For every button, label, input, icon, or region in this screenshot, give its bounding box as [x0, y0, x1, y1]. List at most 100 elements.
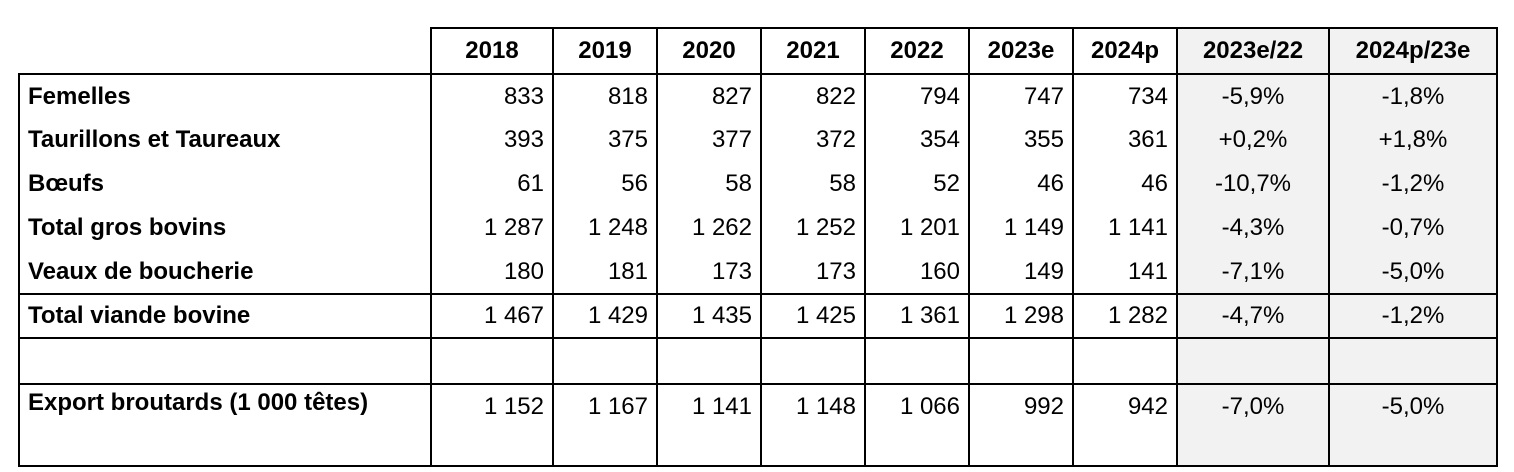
column-header: 2022	[864, 27, 970, 75]
cell: 1 435	[656, 293, 762, 338]
column-header: 2024p	[1072, 27, 1178, 75]
cell: +0,2%	[1176, 118, 1330, 162]
cell: 372	[760, 118, 866, 162]
empty-cell	[760, 337, 866, 384]
empty-cell	[864, 337, 970, 384]
cell: 992	[968, 383, 1074, 467]
header-row: 2018 2019 2020 2021 2022 2023e 2024p 2023e/22 20…	[19, 27, 1498, 75]
cell: -4,3%	[1176, 206, 1330, 250]
column-header: 2021	[760, 27, 866, 75]
cell: 361	[1072, 118, 1178, 162]
cell: 375	[552, 118, 658, 162]
spacer-row	[18, 337, 1498, 384]
cell: 1 167	[552, 383, 658, 467]
row-label: Femelles	[18, 74, 432, 118]
cell: 58	[656, 162, 762, 206]
cell: 377	[656, 118, 762, 162]
cell: 149	[968, 250, 1074, 294]
cell: 822	[760, 74, 866, 118]
cell: 1 298	[968, 293, 1074, 338]
row-label: Taurillons et Taureaux	[18, 118, 432, 162]
column-header: 2020	[656, 27, 762, 75]
table-row: Femelles 833 818 827 822 794 747 734 -5,9% -1,8%	[18, 74, 1498, 118]
empty-cell	[968, 337, 1074, 384]
cell: -10,7%	[1176, 162, 1330, 206]
cell: 46	[1072, 162, 1178, 206]
cell: 1 248	[552, 206, 658, 250]
row-label: Veaux de boucherie	[18, 250, 432, 294]
cell: 393	[430, 118, 554, 162]
cell: -7,0%	[1176, 383, 1330, 467]
cell: -4,7%	[1176, 293, 1330, 338]
cell: 1 141	[656, 383, 762, 467]
cell: 46	[968, 162, 1074, 206]
cell: 180	[430, 250, 554, 294]
cell: 1 287	[430, 206, 554, 250]
cell: 61	[430, 162, 554, 206]
empty-cell	[552, 337, 658, 384]
cell: 794	[864, 74, 970, 118]
cell: -7,1%	[1176, 250, 1330, 294]
empty-cell	[18, 337, 432, 384]
row-label: Total gros bovins	[18, 206, 432, 250]
row-label: Export broutards (1 000 têtes)	[18, 383, 432, 467]
cell: -1,8%	[1328, 74, 1498, 118]
table-row: Veaux de boucherie 180 181 173 173 160 149 141-…	[18, 250, 1498, 294]
cell: 1 429	[552, 293, 658, 338]
cell: 173	[656, 250, 762, 294]
cell: -5,0%	[1328, 250, 1498, 294]
cell: 1 361	[864, 293, 970, 338]
cell: 833	[430, 74, 554, 118]
cell: 827	[656, 74, 762, 118]
cell: 56	[552, 162, 658, 206]
column-header: 2023e	[968, 27, 1074, 75]
row-label: Bœufs	[18, 162, 432, 206]
cell: 1 066	[864, 383, 970, 467]
table-row: Bœufs 61 56 58 58 52 46 46 -10,7% -1,2%	[18, 162, 1498, 206]
cell: -1,2%	[1328, 162, 1498, 206]
table-body: Femelles 833 818 827 822 794 747 734 -5,9% -1,8% T…	[18, 74, 1498, 467]
column-header: 2023e/22	[1176, 27, 1330, 75]
cell: 734	[1072, 74, 1178, 118]
column-header: 2019	[552, 27, 658, 75]
cell: -0,7%	[1328, 206, 1498, 250]
cell: 1 252	[760, 206, 866, 250]
empty-cell	[1328, 337, 1498, 384]
cell: 160	[864, 250, 970, 294]
cell: 173	[760, 250, 866, 294]
cell: 942	[1072, 383, 1178, 467]
cell: 1 149	[968, 206, 1074, 250]
cell: -5,9%	[1176, 74, 1330, 118]
cell: 141	[1072, 250, 1178, 294]
cell: 1 425	[760, 293, 866, 338]
cell: 1 282	[1072, 293, 1178, 338]
data-table: 2018 2019 2020 2021 2022 2023e 2024p 2023e/22 20…	[18, 27, 1498, 467]
cell: 1 148	[760, 383, 866, 467]
cell: 354	[864, 118, 970, 162]
table-row: Total gros bovins 1 287 1 248 1 262 1 252 1 2…	[18, 206, 1498, 250]
cell: 1 152	[430, 383, 554, 467]
empty-cell	[430, 337, 554, 384]
corner-cell	[19, 28, 431, 75]
empty-cell	[1176, 337, 1330, 384]
cell: 52	[864, 162, 970, 206]
cell: +1,8%	[1328, 118, 1498, 162]
table-row: Export broutards (1 000 têtes) 1 152 1 167…	[18, 383, 1498, 467]
cell: -1,2%	[1328, 293, 1498, 338]
cell: -5,0%	[1328, 383, 1498, 467]
cell: 355	[968, 118, 1074, 162]
cell: 1 262	[656, 206, 762, 250]
cell: 1 141	[1072, 206, 1178, 250]
column-header: 2018	[430, 27, 554, 75]
cell: 747	[968, 74, 1074, 118]
cell: 818	[552, 74, 658, 118]
empty-cell	[1072, 337, 1178, 384]
table-row: Total viande bovine 1 467 1 429 1 435 1 425 1…	[18, 293, 1498, 338]
cell: 1 467	[430, 293, 554, 338]
empty-cell	[656, 337, 762, 384]
table-row: Taurillons et Taureaux 393 375 377 372 354 355…	[18, 118, 1498, 162]
cell: 181	[552, 250, 658, 294]
column-header: 2024p/23e	[1328, 27, 1498, 75]
cell: 1 201	[864, 206, 970, 250]
